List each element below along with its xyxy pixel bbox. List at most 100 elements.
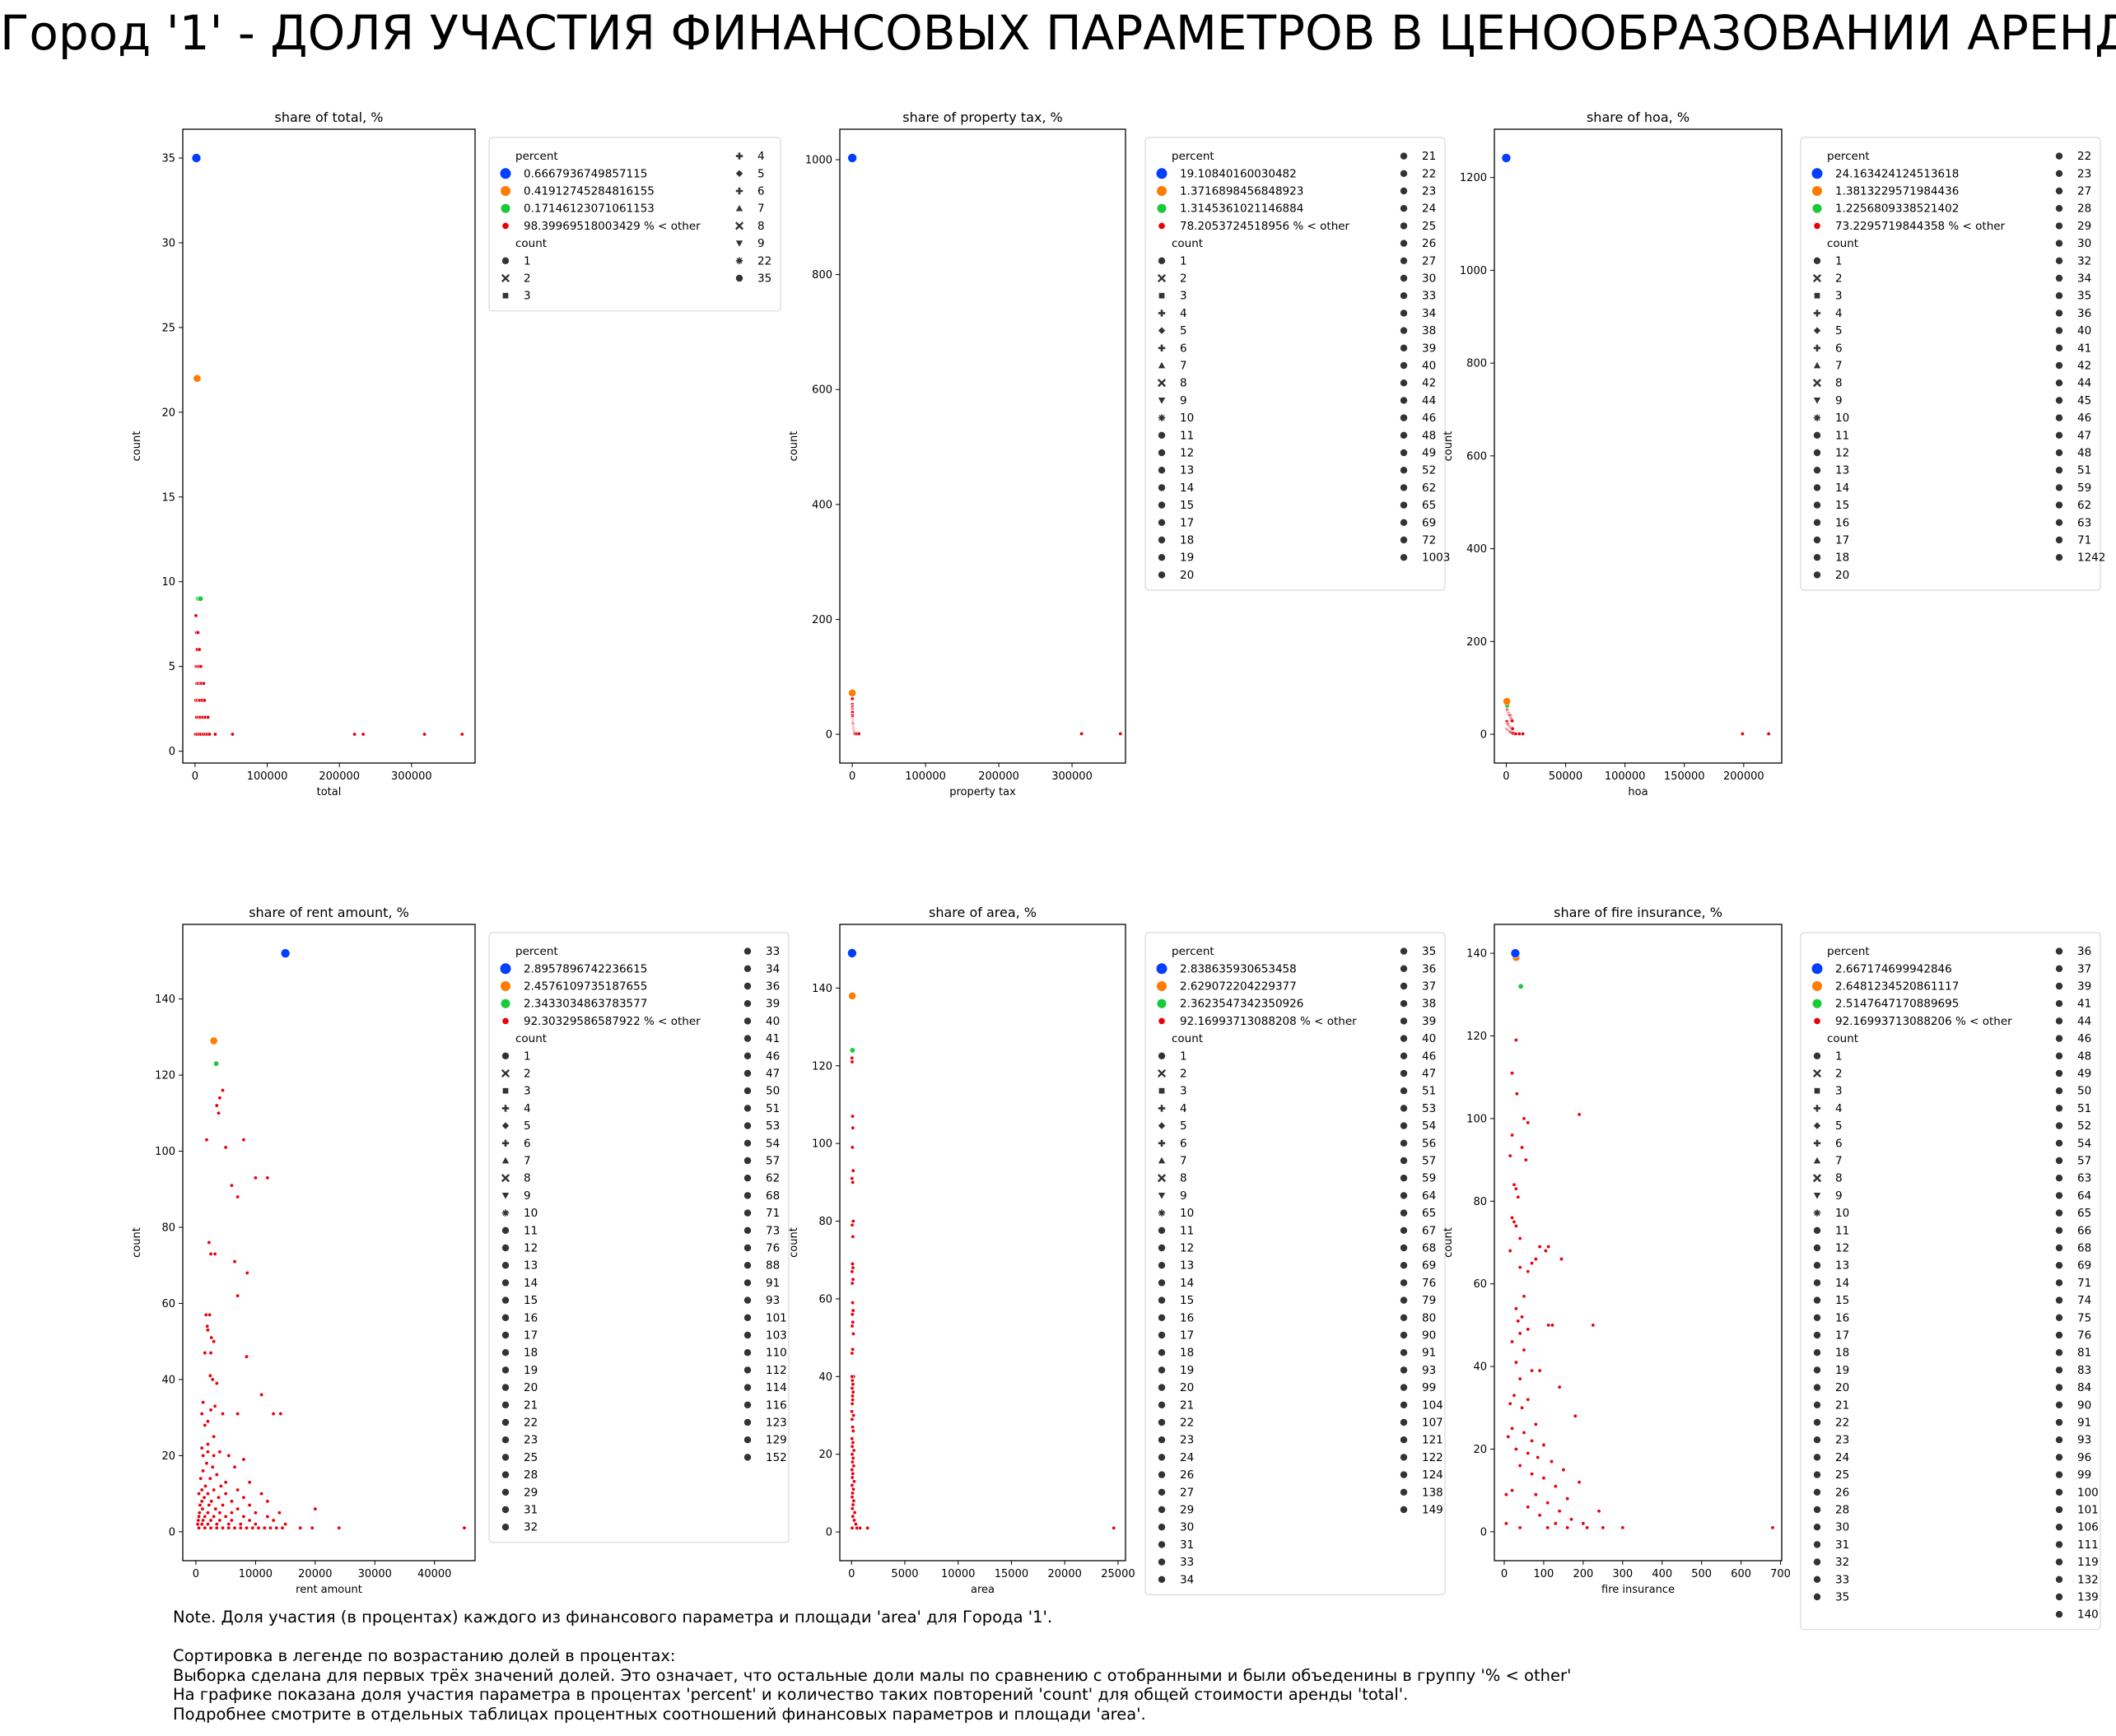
legend-marker (1158, 257, 1166, 264)
data-point (205, 1492, 210, 1496)
data-point (858, 1525, 863, 1530)
data-point (850, 1452, 855, 1457)
x-axis-label: fire insurance (1601, 1584, 1675, 1596)
legend-item-label: 62 (766, 1172, 780, 1185)
data-point (212, 1487, 217, 1492)
legend-item-label: 1.3813229571984436 (1835, 185, 1959, 198)
legend-marker (2055, 397, 2063, 404)
data-point (1533, 1422, 1538, 1426)
legend-marker (1400, 519, 1408, 526)
x-tick-label: 0 (849, 770, 855, 783)
legend-marker (1400, 1035, 1408, 1042)
x-axis-label: total (317, 786, 342, 798)
legend-item-label: 72 (1422, 534, 1436, 547)
legend-marker (2055, 536, 2063, 544)
legend-marker (501, 1052, 510, 1060)
legend-item-label: 4 (524, 1102, 531, 1115)
legend-marker (1400, 1384, 1408, 1391)
legend-marker (2055, 947, 2063, 955)
legend-marker (1400, 1471, 1408, 1478)
legend-marker (1158, 1139, 1166, 1147)
legend-item-label: 2 (1180, 1068, 1187, 1081)
y-tick-label: 60 (1473, 1278, 1487, 1291)
legend-marker (1158, 1105, 1166, 1112)
legend-marker (1158, 1157, 1166, 1164)
data-point (850, 1468, 855, 1473)
legend-item-label: 1.2256809338521402 (1835, 202, 1959, 216)
legend-item-label: 6 (1180, 342, 1187, 355)
legend-item-label: 51 (766, 1102, 780, 1115)
legend-item-label: 101 (2077, 1504, 2099, 1517)
legend-marker (1400, 449, 1408, 457)
legend-item-label: 4 (1835, 307, 1843, 320)
legend-item-label: 52 (2077, 1119, 2091, 1133)
legend-marker (1158, 1506, 1166, 1514)
data-point (1565, 1525, 1570, 1530)
legend-marker (1400, 170, 1408, 177)
data-point (851, 1389, 855, 1394)
legend-marker (501, 1296, 510, 1304)
legend-marker (2055, 379, 2063, 387)
legend-item-label: 18 (1835, 1347, 1849, 1360)
legend-item-label: 53 (766, 1119, 780, 1133)
y-tick-label: 0 (1480, 1526, 1487, 1538)
data-point (229, 1499, 234, 1504)
legend-marker (1158, 484, 1166, 491)
data-point (203, 1525, 207, 1530)
data-point (209, 1499, 214, 1504)
legend-item-label: 66 (2077, 1224, 2091, 1237)
legend-item-label: 10 (1835, 1207, 1849, 1220)
legend-marker (1400, 1017, 1408, 1025)
legend-item-label: 81 (2077, 1347, 2091, 1360)
data-point (850, 1261, 855, 1266)
legend-item-label: 132 (2077, 1573, 2099, 1586)
legend-item-label: 6 (524, 1137, 531, 1150)
legend-item-label: 5 (757, 167, 765, 180)
legend-marker (502, 292, 509, 299)
legend-marker (1400, 1331, 1408, 1339)
legend-marker (501, 1314, 510, 1322)
data-point (850, 1482, 855, 1487)
chart-panel: share of area, % 0 5000 10000 15000 20000 2500… (788, 905, 1446, 1596)
legend-item-label: 36 (766, 980, 780, 994)
legend-item-label: 35 (2077, 290, 2091, 303)
data-point (851, 1479, 856, 1484)
data-point (235, 1412, 240, 1417)
data-point (221, 1503, 226, 1508)
data-point (226, 1522, 231, 1527)
legend-marker (1400, 205, 1408, 212)
legend-marker (1400, 1122, 1408, 1129)
legend-item-label: 14 (1835, 482, 1849, 495)
legend-item-label: 73.2295719844358 % < other (1835, 220, 2006, 233)
legend-marker (743, 1122, 752, 1129)
legend-marker (1157, 1068, 1167, 1078)
legend-marker (1400, 431, 1408, 439)
legend-item-label: 17 (1180, 1329, 1194, 1343)
data-point (238, 1522, 243, 1527)
legend-marker (1158, 292, 1165, 299)
legend-item-label: 96 (2077, 1451, 2091, 1464)
legend-marker (501, 1279, 510, 1287)
legend-marker (1400, 982, 1408, 990)
y-tick-label: 60 (161, 1298, 175, 1310)
legend-item-label: 15 (524, 1294, 538, 1307)
legend-item-label: 13 (1180, 1259, 1194, 1273)
data-point (199, 1487, 204, 1492)
data-point (851, 1514, 855, 1519)
legend-item-label: 34 (766, 962, 780, 975)
legend-marker (1158, 398, 1166, 404)
legend-item-label: 116 (766, 1399, 787, 1412)
legend-marker (1157, 1174, 1167, 1183)
legend-marker (1158, 310, 1166, 317)
legend-item-label: 124 (1422, 1468, 1443, 1482)
data-point (847, 153, 857, 163)
y-tick-label: 600 (1466, 450, 1487, 463)
legend-marker (2055, 1541, 2063, 1548)
legend-item-label: 63 (2077, 516, 2091, 529)
data-point (1118, 731, 1123, 736)
y-tick-label: 15 (161, 491, 175, 504)
data-point (850, 1459, 855, 1464)
legend-item-label: 14 (524, 1277, 538, 1290)
legend-marker (743, 1454, 752, 1461)
data-point (422, 732, 427, 737)
